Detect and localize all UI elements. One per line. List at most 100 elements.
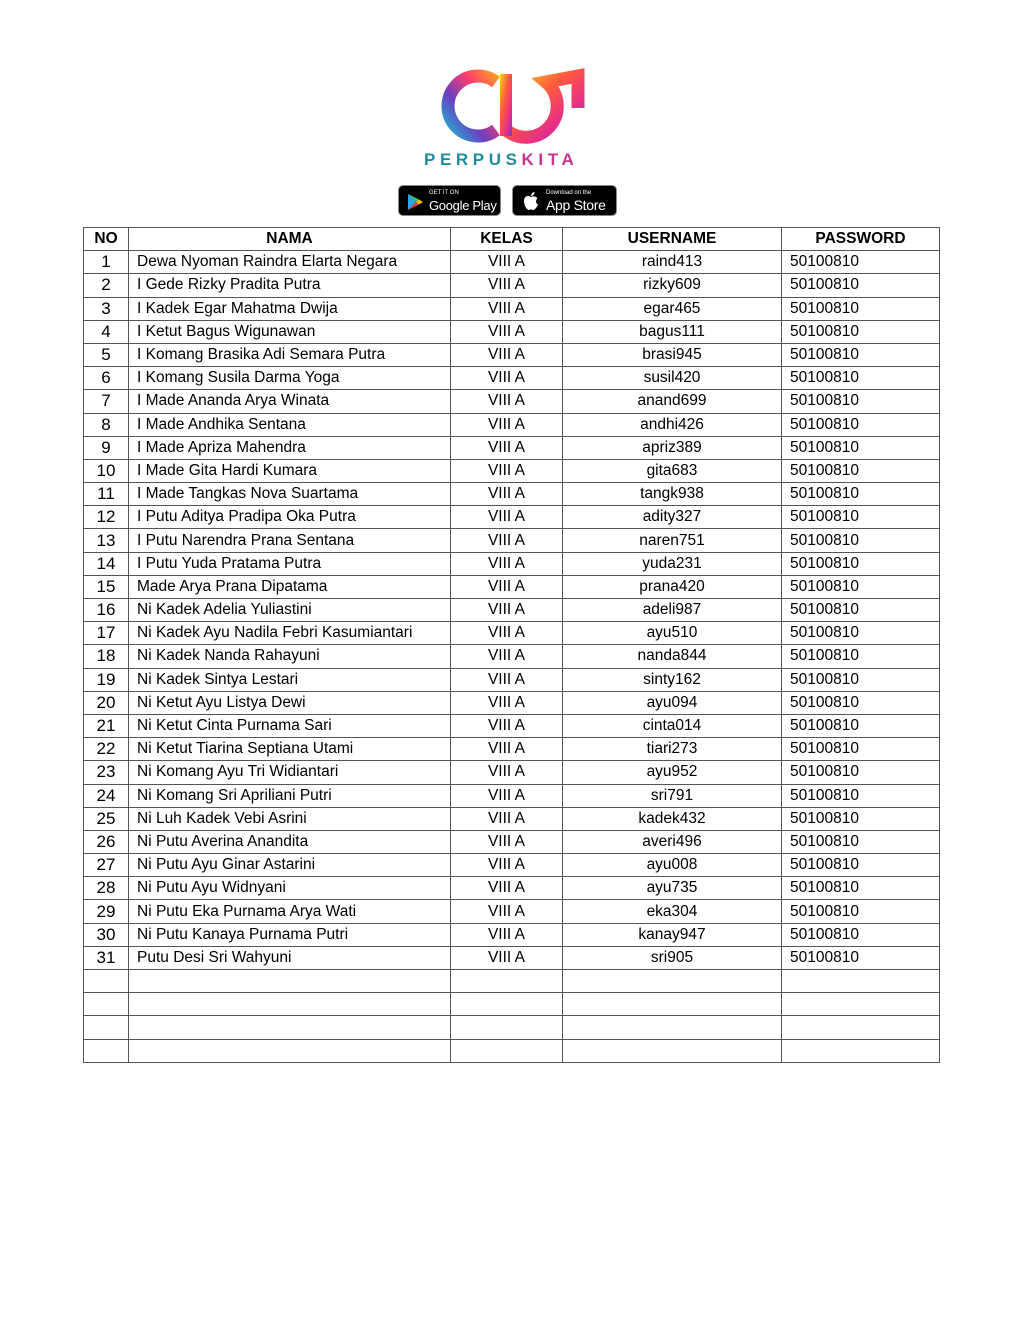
header-password: PASSWORD <box>781 226 940 252</box>
cell-nama: I Made Ananda Arya Winata <box>128 389 451 414</box>
header-username: USERNAME <box>562 226 782 252</box>
table-row <box>83 992 940 1017</box>
cell-username: egar465 <box>562 296 782 321</box>
cell-username: naren751 <box>562 528 782 553</box>
cell-username: nanda844 <box>562 644 782 669</box>
cell-password: 50100810 <box>781 435 940 460</box>
cell-password: 50100810 <box>781 505 940 530</box>
cell-nama: I Ketut Bagus Wigunawan <box>128 319 451 344</box>
cell-kelas: VIII A <box>450 713 563 739</box>
cell-no: 17 <box>83 621 129 646</box>
cell-kelas: VIII A <box>450 644 563 669</box>
cell-kelas: VIII A <box>450 250 563 275</box>
cell-no: 30 <box>83 922 129 947</box>
cell-nama <box>128 992 451 1017</box>
cell-password: 50100810 <box>781 690 940 715</box>
cell-username <box>562 1015 782 1040</box>
cell-username <box>562 992 782 1017</box>
cell-kelas: VIII A <box>450 922 563 947</box>
google-play-icon <box>408 194 423 210</box>
app-store-small-text: Download on the <box>546 190 592 196</box>
cell-no: 20 <box>83 690 129 715</box>
cell-no: 22 <box>83 737 129 762</box>
cell-password <box>781 1038 940 1063</box>
cell-username: andhi426 <box>562 412 782 437</box>
brand-name-part2: KITA <box>521 150 579 169</box>
cell-no: 10 <box>83 458 129 484</box>
cell-kelas: VIII A <box>450 342 563 368</box>
cell-no: 5 <box>83 342 129 368</box>
cell-password <box>781 1015 940 1040</box>
cell-password: 50100810 <box>781 319 940 344</box>
cell-password: 50100810 <box>781 945 940 971</box>
cell-kelas: VIII A <box>450 945 563 971</box>
perpuskita-logo <box>441 68 585 144</box>
cell-password: 50100810 <box>781 713 940 739</box>
cell-nama <box>128 1038 451 1063</box>
cell-password: 50100810 <box>781 458 940 484</box>
cell-kelas: VIII A <box>450 597 563 623</box>
app-store-badge[interactable]: Download on the App Store <box>512 185 617 216</box>
cell-kelas: VIII A <box>450 737 563 762</box>
cell-no: 7 <box>83 389 129 414</box>
cell-username: apriz389 <box>562 435 782 460</box>
cell-password: 50100810 <box>781 482 940 507</box>
cell-username: sri791 <box>562 783 782 808</box>
cell-nama <box>128 1015 451 1040</box>
cell-username: prana420 <box>562 574 782 600</box>
cell-password: 50100810 <box>781 737 940 762</box>
cell-kelas <box>450 1015 563 1040</box>
cell-nama: Dewa Nyoman Raindra Elarta Negara <box>128 250 451 275</box>
cell-username: raind413 <box>562 250 782 275</box>
cell-kelas: VIII A <box>450 551 563 576</box>
cell-username: ayu510 <box>562 621 782 646</box>
cell-nama: I Made Tangkas Nova Suartama <box>128 482 451 507</box>
cell-kelas: VIII A <box>450 806 563 831</box>
cell-kelas: VIII A <box>450 505 563 530</box>
cell-username: yuda231 <box>562 551 782 576</box>
cell-username: ayu008 <box>562 853 782 878</box>
cell-password: 50100810 <box>781 551 940 576</box>
cell-password: 50100810 <box>781 876 940 901</box>
table-row: 17 Ni Kadek Ayu Nadila Febri Kasumiantari… <box>83 621 940 646</box>
cell-kelas: VIII A <box>450 366 563 391</box>
cell-password: 50100810 <box>781 667 940 692</box>
cell-username <box>562 968 782 994</box>
cell-no: 16 <box>83 597 129 623</box>
cell-password: 50100810 <box>781 899 940 924</box>
table-row: 1 Dewa Nyoman Raindra Elarta Negara VIII A… <box>83 250 940 275</box>
cell-nama: Ni Ketut Cinta Purnama Sari <box>128 713 451 739</box>
cell-username: adeli987 <box>562 597 782 623</box>
cell-kelas: VIII A <box>450 899 563 924</box>
cell-nama: Ni Komang Sri Apriliani Putri <box>128 783 451 808</box>
cell-kelas <box>450 968 563 994</box>
cell-kelas: VIII A <box>450 482 563 507</box>
cell-password: 50100810 <box>781 922 940 947</box>
cell-password: 50100810 <box>781 597 940 623</box>
cell-nama: Ni Kadek Nanda Rahayuni <box>128 644 451 669</box>
google-play-badge[interactable]: GET IT ON Google Play <box>398 185 501 216</box>
cell-kelas: VIII A <box>450 853 563 878</box>
cell-nama: Made Arya Prana Dipatama <box>128 574 451 600</box>
table-header-row: NO NAMA KELAS USERNAME PASSWORD <box>83 226 940 252</box>
cell-kelas: VIII A <box>450 876 563 901</box>
cell-kelas: VIII A <box>450 435 563 460</box>
cell-password: 50100810 <box>781 250 940 275</box>
cell-username: ayu735 <box>562 876 782 901</box>
